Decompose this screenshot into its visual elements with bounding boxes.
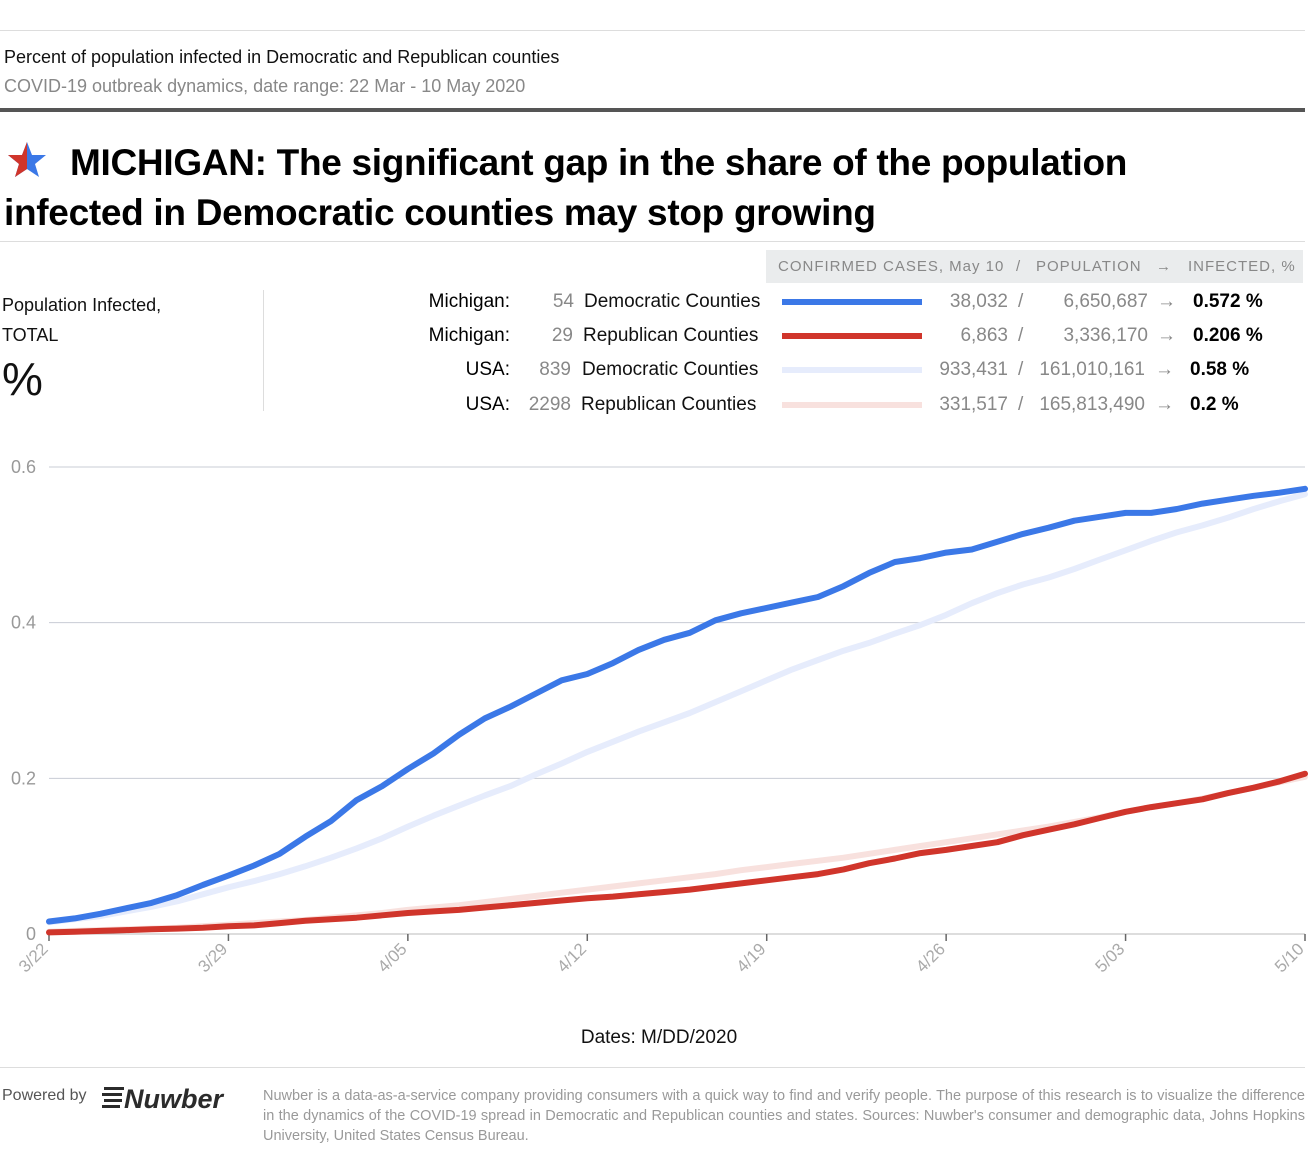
- series-line: [46, 773, 1308, 935]
- headline-line1: MICHIGAN: The significant gap in the sha…: [70, 142, 1128, 183]
- powered-by: Powered by: [2, 1087, 87, 1104]
- chart-subtitle: Percent of population infected in Democr…: [4, 47, 560, 67]
- legend-row: USA: 839 Democratic Counties 933,431 / 1…: [0, 355, 1309, 385]
- legend-slash: /: [1018, 359, 1024, 380]
- x-tick-label: 4/19: [733, 939, 770, 976]
- legend-series-name: Democratic Counties: [582, 359, 759, 380]
- legend-slash: /: [1018, 291, 1024, 312]
- legend-count: 54: [552, 291, 574, 312]
- logo-text: Nuwber: [124, 1084, 225, 1114]
- legend-series-name: Republican Counties: [581, 394, 757, 415]
- y-tick-label: 0.2: [11, 768, 36, 788]
- legend-header-arrow: →: [1156, 258, 1172, 275]
- headline-rule: [0, 241, 1305, 242]
- series-line: [46, 491, 1308, 926]
- legend-slash: /: [1018, 394, 1024, 415]
- legend-pct: 0.58 %: [1190, 359, 1250, 380]
- legend-header-confirmed: CONFIRMED CASES, May 10: [778, 258, 1005, 275]
- y-axis-label-line2: TOTAL: [2, 325, 59, 345]
- legend-row: Michigan: 54 Democratic Counties 38,032 …: [0, 287, 1309, 317]
- legend-population: 161,010,161: [1039, 359, 1145, 380]
- legend-swatch: [782, 402, 922, 408]
- legend-row: Michigan: 29 Republican Counties 6,863 /…: [0, 321, 1309, 351]
- legend-pct: 0.572 %: [1193, 291, 1263, 312]
- legend-swatch: [782, 333, 922, 339]
- legend-divider: [263, 290, 264, 411]
- legend-region: USA:: [465, 394, 510, 415]
- legend-cases: 38,032: [949, 291, 1008, 312]
- chart-date-range: COVID-19 outbreak dynamics, date range: …: [4, 76, 526, 96]
- y-axis-label-line1: Population Infected,: [2, 295, 162, 315]
- x-tick-label: 4/12: [553, 939, 590, 976]
- series-line: [46, 770, 1308, 936]
- x-axis-label: Dates: M/DD/2020: [581, 1027, 737, 1048]
- legend-arrow: →: [1157, 325, 1176, 346]
- legend-cases: 6,863: [960, 325, 1008, 346]
- legend-arrow: →: [1155, 394, 1174, 415]
- footer-rule: [0, 1067, 1305, 1068]
- legend-row: USA: 2298 Republican Counties 331,517 / …: [0, 390, 1309, 420]
- legend-population: 6,650,687: [1063, 291, 1148, 312]
- top-rule: [0, 30, 1305, 31]
- legend-region: USA:: [465, 359, 510, 380]
- legend-header-infected: INFECTED, %: [1188, 258, 1296, 275]
- legend-region: Michigan:: [428, 325, 510, 346]
- footer-disclaimer: Nuwber is a data-as-a-service company pr…: [263, 1088, 1305, 1144]
- legend-count: 2298: [528, 394, 571, 415]
- headline-line2: infected in Democratic counties may stop…: [4, 192, 876, 233]
- legend-swatch: [782, 367, 922, 373]
- legend-slash: /: [1018, 325, 1024, 346]
- legend-cases: 331,517: [939, 394, 1008, 415]
- legend-region: Michigan:: [428, 291, 510, 312]
- legend-count: 839: [539, 359, 571, 380]
- legend-arrow: →: [1155, 359, 1174, 380]
- y-axis-unit: %: [2, 353, 43, 405]
- header-divider: [0, 108, 1305, 112]
- nuwber-logo: Nuwber: [102, 1078, 237, 1119]
- legend-header-population: POPULATION: [1036, 258, 1142, 275]
- y-tick-label: 0: [26, 924, 36, 944]
- x-tick-label: 4/26: [912, 939, 949, 976]
- y-tick-label: 0.4: [11, 613, 36, 633]
- x-tick-label: 5/10: [1271, 939, 1308, 976]
- legend-pct: 0.2 %: [1190, 394, 1239, 415]
- headline: MICHIGAN: The significant gap in the sha…: [4, 138, 1204, 238]
- legend-count: 29: [551, 325, 573, 346]
- x-tick-label: 4/05: [374, 939, 411, 976]
- legend-swatch: [782, 299, 922, 305]
- legend-population: 3,336,170: [1063, 325, 1148, 346]
- legend-population: 165,813,490: [1039, 394, 1145, 415]
- star-icon: [4, 141, 50, 179]
- x-tick-label: 5/03: [1092, 939, 1129, 976]
- y-axis-label: Population Infected, TOTAL: [2, 290, 161, 350]
- series-line: [46, 485, 1308, 925]
- x-tick-label: 3/29: [194, 939, 231, 976]
- legend-header-sep: /: [1016, 258, 1022, 275]
- legend-cases: 933,431: [939, 359, 1008, 380]
- legend-arrow: →: [1157, 291, 1176, 312]
- legend-header: CONFIRMED CASES, May 10 / POPULATION → I…: [766, 250, 1303, 283]
- legend-pct: 0.206 %: [1193, 325, 1263, 346]
- line-chart: 0 0.2 0.4 0.6 3/22 3/29 4/05 4/12 4/19 4/26 5/03 5/…: [11, 457, 1308, 1048]
- legend-series-name: Democratic Counties: [584, 291, 761, 312]
- legend-series-name: Republican Counties: [583, 325, 759, 346]
- x-tick-label: 3/22: [15, 939, 52, 976]
- y-tick-label: 0.6: [11, 457, 36, 477]
